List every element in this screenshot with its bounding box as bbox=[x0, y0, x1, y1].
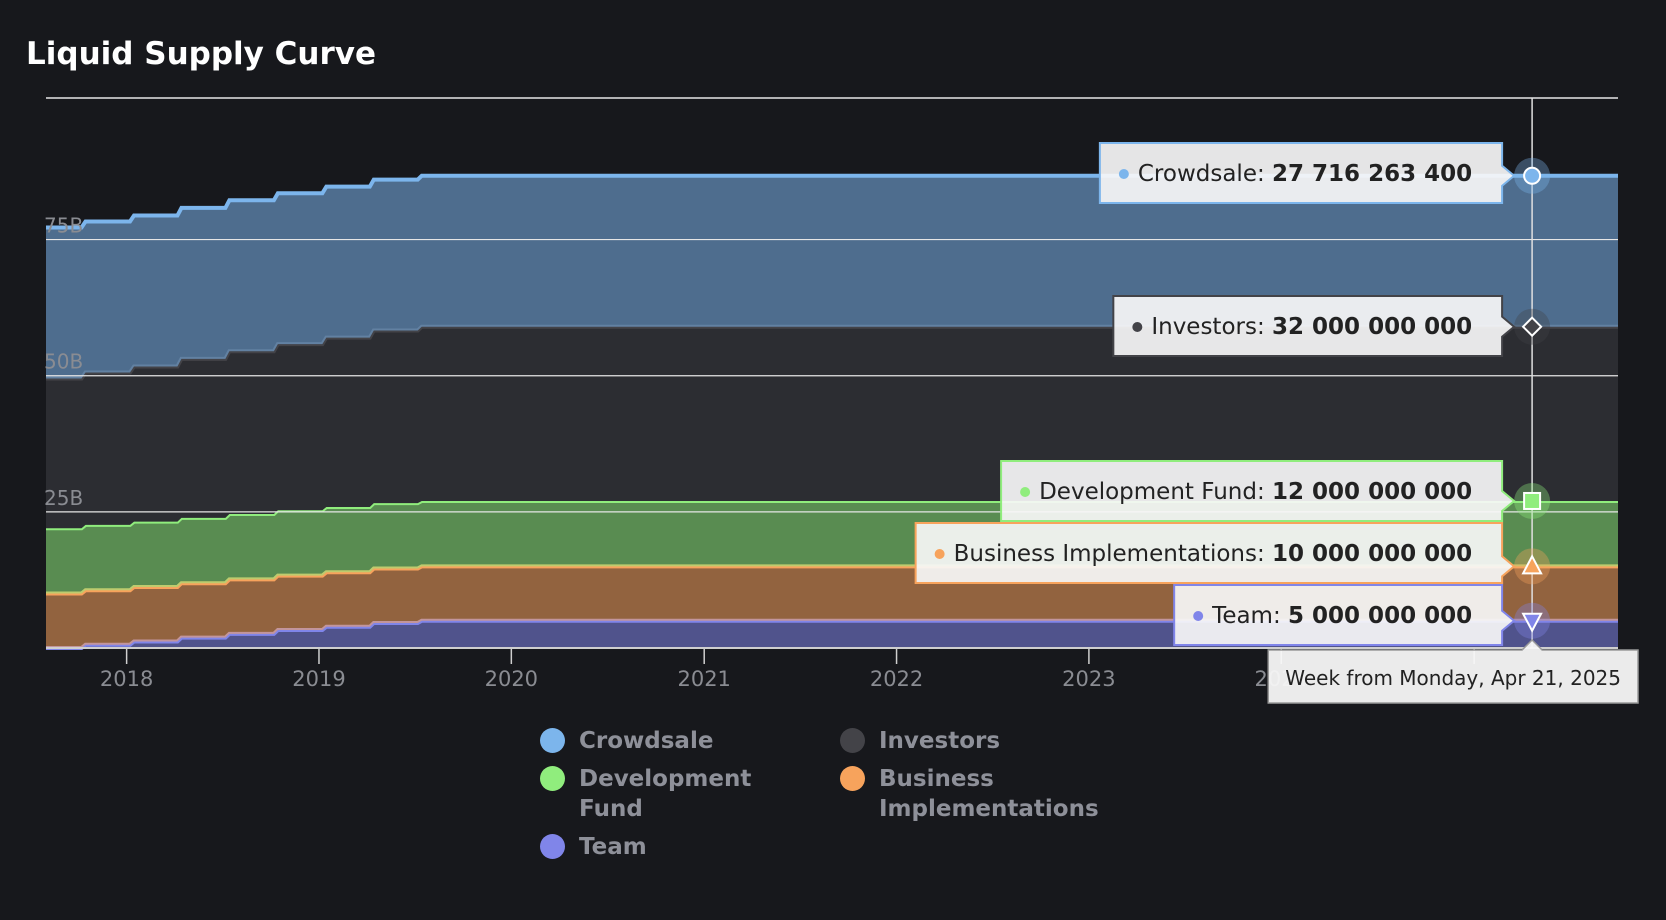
legend-dot-icon bbox=[840, 728, 865, 753]
tooltip-date: Week from Monday, Apr 21, 2025 bbox=[1267, 638, 1639, 704]
x-tick-label: 2020 bbox=[485, 667, 538, 691]
marker-crowdsale bbox=[1523, 166, 1542, 185]
tooltip-text-business: Business Implementations: 10 000 000 000 bbox=[954, 541, 1472, 567]
line-development_fund bbox=[46, 498, 1618, 531]
marker-team bbox=[1521, 612, 1543, 633]
tooltip-label-investors: Investors: bbox=[1151, 314, 1272, 340]
x-tick-label: 2021 bbox=[677, 667, 730, 691]
tooltip-text-development_fund: Development Fund: 12 000 000 000 bbox=[1039, 479, 1472, 505]
tooltip-box-investors bbox=[1112, 295, 1516, 357]
tooltip-box-team bbox=[1173, 584, 1516, 646]
legend-label: Business Implementations bbox=[879, 766, 1099, 822]
tooltip-development_fund: Development Fund: 12 000 000 000 bbox=[1000, 460, 1516, 522]
tooltip-label-crowdsale: Crowdsale: bbox=[1138, 161, 1272, 187]
legend-item-development_fund[interactable]: Development Fund bbox=[540, 764, 779, 824]
tooltip-business: Business Implementations: 10 000 000 000 bbox=[914, 522, 1516, 584]
area-crowdsale[interactable] bbox=[46, 175, 1618, 379]
legend-label: Investors bbox=[879, 728, 1001, 754]
tooltip-dot-crowdsale bbox=[1118, 169, 1129, 179]
legend-item-team[interactable]: Team bbox=[540, 832, 779, 862]
legend-dot-icon bbox=[540, 728, 565, 753]
legend-item-business[interactable]: Business Implementations bbox=[840, 764, 1099, 824]
legend-item-investors[interactable]: Investors bbox=[840, 726, 1079, 756]
tooltip-team: Team: 5 000 000 000 bbox=[1173, 584, 1516, 646]
tooltip-date-box bbox=[1267, 638, 1639, 704]
tooltip-value-development_fund: 12 000 000 000 bbox=[1272, 479, 1472, 505]
legend-label: Development Fund bbox=[579, 766, 752, 822]
y-tick-label: 50B bbox=[44, 350, 83, 374]
tooltip-box-crowdsale bbox=[1098, 142, 1516, 204]
legend-item-crowdsale[interactable]: Crowdsale bbox=[540, 726, 779, 756]
legend-dot-icon bbox=[840, 766, 865, 791]
x-tick-label: 2023 bbox=[1062, 667, 1115, 691]
tooltip-box-business bbox=[914, 522, 1516, 584]
y-tick-label: 75B bbox=[44, 214, 83, 238]
tooltip-dot-development_fund bbox=[1020, 487, 1031, 497]
tooltip-text-investors: Investors: 32 000 000 000 bbox=[1151, 314, 1472, 340]
marker-business bbox=[1521, 554, 1543, 575]
marker-development_fund bbox=[1523, 491, 1542, 510]
tooltip-dot-investors bbox=[1132, 322, 1143, 332]
legend-dot-icon bbox=[540, 766, 565, 791]
tooltip-value-business: 10 000 000 000 bbox=[1272, 541, 1472, 567]
tooltip-box-development_fund bbox=[1000, 460, 1516, 522]
line-team bbox=[46, 618, 1618, 650]
tooltip-text-crowdsale: Crowdsale: 27 716 263 400 bbox=[1138, 161, 1472, 187]
x-tick-label: 2022 bbox=[870, 667, 923, 691]
tooltip-investors: Investors: 32 000 000 000 bbox=[1112, 295, 1516, 357]
tooltip-dot-team bbox=[1193, 611, 1204, 621]
marker-investors bbox=[1521, 316, 1543, 338]
hover-markers bbox=[1514, 157, 1551, 639]
y-tick-label: 25B bbox=[44, 486, 83, 510]
tooltip-crowdsale: Crowdsale: 27 716 263 400 bbox=[1098, 142, 1516, 204]
tooltip-label-business: Business Implementations: bbox=[954, 541, 1272, 567]
legend-label: Team bbox=[579, 834, 647, 860]
tooltip-label-development_fund: Development Fund: bbox=[1039, 479, 1272, 505]
tooltips: Crowdsale: 27 716 263 400 Investors: 32 0… bbox=[914, 142, 1516, 646]
tooltip-value-team: 5 000 000 000 bbox=[1288, 603, 1472, 629]
tooltip-dot-business bbox=[934, 549, 945, 559]
legend-label: Crowdsale bbox=[579, 728, 714, 754]
x-tick-label: 2019 bbox=[292, 667, 345, 691]
tooltip-date-text: Week from Monday, Apr 21, 2025 bbox=[1285, 666, 1621, 690]
x-tick-label: 2018 bbox=[100, 667, 153, 691]
legend-dot-icon bbox=[540, 834, 565, 859]
tooltip-value-investors: 32 000 000 000 bbox=[1272, 314, 1472, 340]
tooltip-value-crowdsale: 27 716 263 400 bbox=[1272, 161, 1472, 187]
line-crowdsale bbox=[46, 173, 1618, 230]
tooltip-label-team: Team: bbox=[1211, 603, 1288, 629]
tooltip-text-team: Team: 5 000 000 000 bbox=[1211, 603, 1472, 629]
page-title: Liquid Supply Curve bbox=[26, 36, 376, 72]
